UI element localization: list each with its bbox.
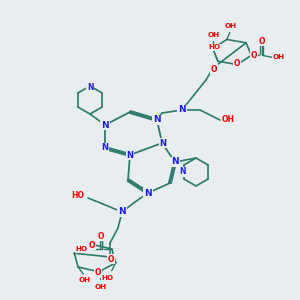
- Text: O: O: [98, 232, 104, 241]
- Text: N: N: [101, 143, 109, 152]
- Text: OH: OH: [208, 32, 220, 38]
- Text: O: O: [94, 268, 101, 277]
- Text: HO: HO: [102, 275, 114, 281]
- Text: OH: OH: [221, 116, 235, 124]
- Text: N: N: [171, 158, 179, 166]
- Text: N: N: [87, 82, 93, 91]
- Text: N: N: [118, 208, 126, 217]
- Text: OH: OH: [225, 23, 237, 29]
- Text: N: N: [178, 106, 186, 115]
- Text: OH: OH: [79, 277, 91, 283]
- Text: HO: HO: [76, 246, 88, 252]
- Text: O: O: [234, 59, 240, 68]
- Text: N: N: [179, 167, 185, 176]
- Text: O: O: [211, 64, 217, 74]
- Text: N: N: [153, 116, 161, 124]
- Text: HO: HO: [71, 191, 85, 200]
- Text: N: N: [101, 121, 109, 130]
- Text: N: N: [160, 139, 167, 148]
- Text: O: O: [251, 51, 258, 60]
- Text: O: O: [89, 241, 95, 250]
- Text: OH: OH: [272, 54, 284, 60]
- Text: N: N: [127, 151, 134, 160]
- Text: HO: HO: [209, 44, 221, 50]
- Text: O: O: [259, 37, 266, 46]
- Text: OH: OH: [95, 284, 107, 290]
- Text: O: O: [108, 254, 114, 263]
- Text: N: N: [144, 188, 152, 197]
